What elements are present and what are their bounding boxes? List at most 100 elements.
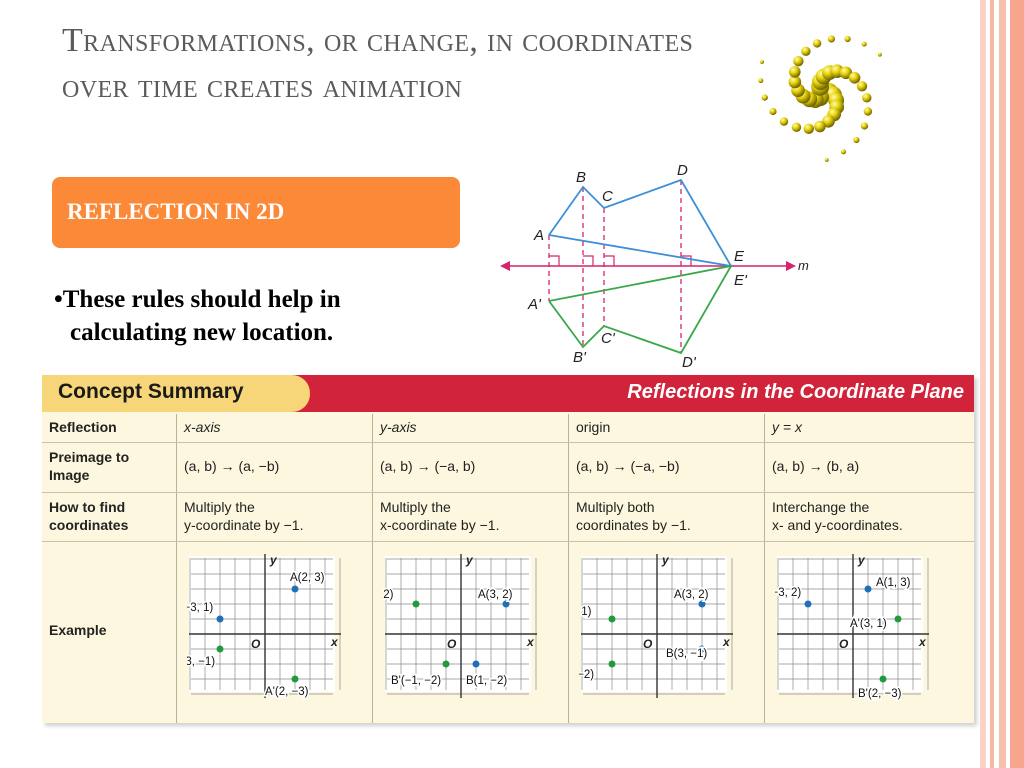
- point-label: A: [533, 227, 544, 244]
- sphere-dot: [791, 122, 802, 132]
- origin-label: O: [251, 637, 261, 651]
- example-point: [804, 600, 812, 608]
- sphere-dot: [844, 35, 851, 43]
- image-polygon: [548, 264, 733, 355]
- rule-x-axis: (a, b) → (a, −b): [176, 443, 372, 492]
- reflection-x-axis: x-axis: [176, 414, 372, 442]
- example-point: [698, 645, 706, 653]
- example-point: [216, 645, 224, 653]
- example-point-label: B(−3, 1): [187, 602, 213, 614]
- sphere-dot: [803, 123, 814, 134]
- example-point-label: B'(−3, −1): [187, 656, 215, 668]
- grid-background: [189, 556, 335, 692]
- table-row: Example y x O A(2, 3) B(−3, 1) B'(−3, −1) A'(2…: [42, 542, 974, 723]
- table-row: Preimage to Image (a, b) → (a, −b) (a, b…: [42, 443, 974, 493]
- sphere-dot: [856, 81, 868, 92]
- point-label: A': [527, 296, 542, 313]
- example-point-label: A(3, 2): [674, 589, 709, 601]
- sphere-dot: [814, 120, 826, 133]
- example-point-label: B'(−3, 1): [579, 606, 592, 618]
- example-point: [502, 600, 510, 608]
- point-label: D: [677, 162, 688, 179]
- example-point: [864, 585, 872, 593]
- table-row: Reflection x-axis y-axis origin y = x: [42, 414, 974, 443]
- sphere-dot: [812, 39, 822, 48]
- sphere-dot: [827, 35, 835, 43]
- point-label: C': [601, 330, 616, 347]
- example-point: [412, 600, 420, 608]
- reflection-origin: origin: [568, 414, 764, 442]
- sphere-dot: [788, 75, 802, 89]
- table-heading: Reflections in the Coordinate Plane: [627, 381, 964, 403]
- axis-label-y: y: [269, 554, 278, 567]
- rule-y-axis: (a, b) → (−a, b): [372, 443, 568, 492]
- concept-summary-table: Concept Summary Reflections in the Coord…: [42, 375, 974, 723]
- point-label: D': [682, 354, 697, 370]
- decor-stripe: [999, 0, 1006, 768]
- example-point: [291, 675, 299, 683]
- example-x-axis: y x O A(2, 3) B(−3, 1) B'(−3, −1) A'(2, −3): [176, 542, 372, 723]
- row-label-reflection: Reflection: [49, 419, 117, 435]
- example-y-axis: y x O A'(−3, 2) A(3, 2) B'(−1, −2) B(1, −2): [372, 542, 568, 723]
- sphere-dot: [761, 94, 768, 101]
- slide-title: Transformations, or change, in coordinat…: [62, 22, 694, 105]
- example-y-equals-x: y x O B(−3, 2) A(1, 3) A'(3, 1) B'(2, −3): [764, 542, 974, 723]
- sphere-dot: [824, 157, 829, 162]
- line-label: m: [798, 258, 809, 273]
- example-point: [291, 585, 299, 593]
- sphere-dot: [793, 56, 804, 67]
- example-point-label: B'(−1, −2): [391, 675, 441, 687]
- bullet-line-2: calculating new location.: [70, 319, 334, 346]
- arrow-right: [786, 261, 796, 271]
- point-label: E': [734, 272, 748, 289]
- example-point-label: A(2, 3): [290, 572, 325, 584]
- sphere-dot: [841, 149, 846, 155]
- sphere-dot: [789, 66, 801, 78]
- sphere-dot: [839, 66, 853, 80]
- sphere-dot: [758, 78, 764, 84]
- axis-label-x: x: [918, 635, 927, 649]
- sphere-dot: [848, 72, 861, 84]
- decor-stripe: [1010, 0, 1024, 768]
- sphere-dot: [769, 107, 777, 116]
- axis-label-y: y: [857, 554, 866, 567]
- example-point-label: B(1, −2): [466, 675, 507, 687]
- axis-label-x: x: [330, 635, 339, 649]
- table-row: How to find coordinates Multiply the y-c…: [42, 493, 974, 542]
- point-label: B: [576, 169, 586, 186]
- table-header-bar: Concept Summary Reflections in the Coord…: [42, 375, 974, 412]
- example-point: [894, 615, 902, 623]
- reflection-figure: A B C D E E' A' B' C' D' m: [500, 162, 809, 370]
- section-label: REFLECTION IN 2D: [67, 199, 285, 224]
- sphere-dot: [822, 115, 835, 128]
- example-point-label: B(3, −1): [666, 648, 707, 660]
- decor-stripe: [980, 0, 986, 768]
- how-y-equals-x: Interchange the x- and y-coordinates.: [764, 493, 974, 541]
- origin-label: O: [643, 637, 653, 651]
- how-y-axis: Multiply the x-coordinate by −1.: [372, 493, 568, 541]
- sphere-dot: [779, 117, 789, 126]
- sphere-dot: [801, 46, 811, 56]
- row-label-example: Example: [49, 622, 107, 638]
- example-point-label: A(1, 3): [876, 577, 911, 589]
- concept-summary-tab: Concept Summary: [42, 375, 310, 412]
- arrow-left: [500, 261, 510, 271]
- section-label-box: REFLECTION IN 2D: [52, 177, 460, 248]
- reflection-y-axis: y-axis: [372, 414, 568, 442]
- axis-label-x: x: [526, 635, 535, 649]
- preimage-polygon: [548, 178, 733, 268]
- example-point: [879, 675, 887, 683]
- example-point: [472, 660, 480, 668]
- point-label: C: [602, 188, 613, 205]
- sphere-dot: [860, 122, 869, 130]
- origin-label: O: [839, 637, 849, 651]
- example-origin: y x O B'(−3, 1) A(3, 2) A'(−3, −2) B(3, −1): [568, 542, 764, 723]
- sphere-dot: [853, 136, 860, 144]
- sphere-dot: [877, 52, 882, 57]
- example-point: [608, 615, 616, 623]
- rule-origin: (a, b) → (−a, −b): [568, 443, 764, 492]
- axis-label-x: x: [722, 635, 731, 649]
- rule-y-equals-x: (a, b) → (b, a): [764, 443, 974, 492]
- decor-stripe: [990, 0, 994, 768]
- sphere-dot: [861, 41, 867, 47]
